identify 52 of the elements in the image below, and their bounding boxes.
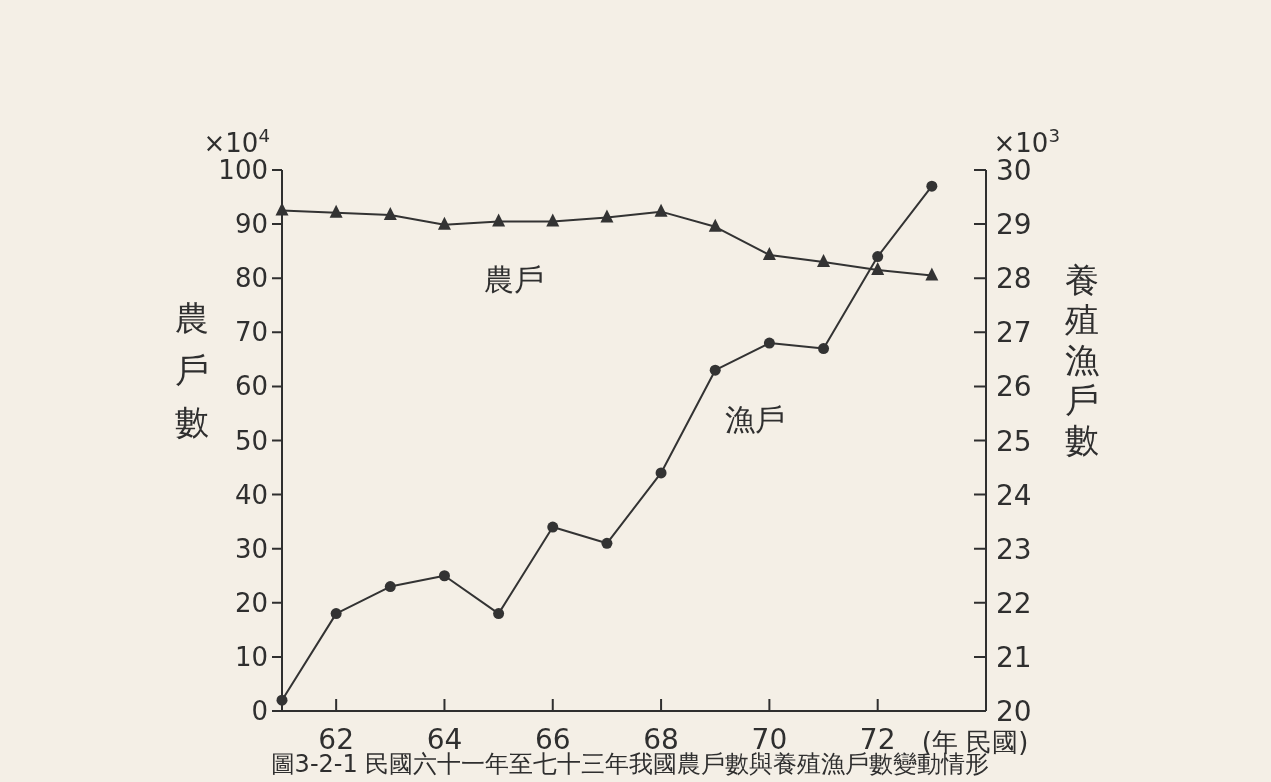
- point: [872, 251, 884, 263]
- y-tick-label: 40: [234, 479, 268, 510]
- point: [275, 202, 289, 216]
- point: [276, 694, 288, 706]
- y2-tick-label: 28: [996, 262, 1032, 296]
- point: [654, 203, 668, 217]
- point: [329, 204, 343, 218]
- y2-tick-label: 22: [996, 586, 1032, 620]
- point: [384, 581, 396, 593]
- point: [383, 206, 397, 220]
- y2-tick-label: 21: [996, 640, 1032, 674]
- y-tick-label: 80: [234, 263, 268, 294]
- y-axis-title: 農戶數: [175, 298, 209, 442]
- point: [763, 337, 775, 349]
- point: [926, 180, 938, 192]
- point: [925, 267, 939, 281]
- y2-axis-title: 養殖漁戶數: [1065, 260, 1099, 460]
- y2-tick-label: 23: [996, 532, 1032, 566]
- point: [655, 467, 667, 479]
- point: [817, 253, 831, 267]
- y2-tick-label: 26: [996, 370, 1032, 404]
- point: [438, 570, 450, 582]
- y-tick-label: 100: [218, 155, 268, 185]
- point: [437, 216, 451, 230]
- y-tick-label: 30: [234, 533, 268, 564]
- point: [492, 213, 506, 227]
- point: [493, 608, 505, 620]
- point: [708, 218, 722, 232]
- point: [547, 521, 559, 533]
- y-tick-label: 0: [251, 696, 268, 726]
- y-tick-label: 90: [234, 209, 268, 240]
- y2-tick-label: 20: [996, 695, 1032, 728]
- point: [871, 262, 885, 276]
- y2-tick-label: 24: [996, 478, 1032, 512]
- series-label: 漁戶: [725, 402, 786, 438]
- y-tick-label: 20: [234, 587, 268, 618]
- point: [330, 608, 342, 620]
- point: [709, 364, 721, 376]
- y-tick-label: 60: [234, 371, 268, 402]
- point: [818, 343, 830, 355]
- y2-tick-label: 25: [996, 424, 1032, 458]
- y-tick-label: 50: [234, 425, 268, 456]
- y2-tick-label: 27: [996, 316, 1032, 350]
- y-tick-label: 10: [234, 641, 268, 672]
- point: [600, 209, 614, 223]
- point: [601, 537, 613, 549]
- point: [546, 213, 560, 227]
- point: [762, 246, 776, 260]
- series-label: 農戶: [484, 261, 545, 297]
- y-tick-label: 70: [234, 317, 268, 348]
- text: ×10$^{4}$: [203, 124, 270, 158]
- y2-tick-label: 29: [996, 208, 1032, 242]
